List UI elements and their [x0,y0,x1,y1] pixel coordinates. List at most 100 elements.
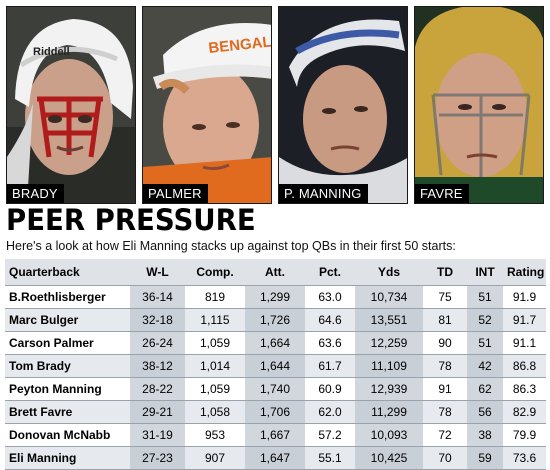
table-cell: 1,059 [185,377,245,401]
page-title: PEER PRESSURE [6,203,256,237]
column-header: Yds [355,259,423,286]
column-header: TD [423,259,467,286]
column-header: Comp. [185,259,245,286]
table-cell: 1,664 [245,331,305,355]
table-cell: 38 [467,423,503,447]
qb-name-cell: Eli Manning [5,446,130,470]
column-header: Quarterback [5,259,130,286]
table-cell: 75 [423,285,467,309]
table-cell: 1,644 [245,354,305,378]
table-cell: 1,014 [185,354,245,378]
qb-name-cell: Donovan McNabb [5,423,130,447]
photo-label: FAVRE [415,184,469,203]
table-cell: 91.1 [503,331,546,355]
table-row: B.Roethlisberger 36-14 819 1,299 63.0 10… [5,285,546,309]
table-cell: 78 [423,354,467,378]
photo-label: BRADY [7,184,64,203]
table-row: Eli Manning 27-23 907 1,647 55.1 10,425 … [5,446,546,470]
table-cell: 56 [467,400,503,424]
favre-headshot-image [415,7,543,203]
table-cell: 79.9 [503,423,546,447]
table-cell: 1,726 [245,308,305,332]
qb-name-cell: Peyton Manning [5,377,130,401]
photo-label: P. MANNING [279,184,368,203]
table-cell: 91.9 [503,285,546,309]
table-row: Donovan McNabb 31-19 953 1,667 57.2 10,0… [5,423,546,447]
brady-headshot-image: Riddell [7,7,135,203]
table-cell: 1,299 [245,285,305,309]
table-cell: 57.2 [305,423,355,447]
table-row: Peyton Manning 28-22 1,059 1,740 60.9 12… [5,377,546,401]
palmer-headshot-image: BENGALS [143,7,271,203]
table-cell: 63.6 [305,331,355,355]
table-cell: 86.3 [503,377,546,401]
table-cell: 78 [423,400,467,424]
photo-palmer: BENGALS PALMER [142,6,272,204]
photo-brady: Riddell BRADY [6,6,136,204]
table-cell: 28-22 [130,377,185,401]
photo-label: PALMER [143,184,208,203]
table-cell: 59 [467,446,503,470]
table-cell: 1,059 [185,331,245,355]
table-cell: 819 [185,285,245,309]
qb-name-cell: Brett Favre [5,400,130,424]
photo-p-manning: P. MANNING [278,6,408,204]
table-cell: 907 [185,446,245,470]
table-cell: 51 [467,285,503,309]
table-cell: 29-21 [130,400,185,424]
p-manning-headshot-image [279,7,407,203]
table-cell: 42 [467,354,503,378]
table-cell: 86.8 [503,354,546,378]
table-cell: 12,259 [355,331,423,355]
table-cell: 953 [185,423,245,447]
table-cell: 70 [423,446,467,470]
table-row: Tom Brady 38-12 1,014 1,644 61.7 11,109 … [5,354,546,378]
photo-favre: FAVRE [414,6,544,204]
table-cell: 26-24 [130,331,185,355]
table-cell: 27-23 [130,446,185,470]
headshot-strip: Riddell BRADY BENGALS PALMER [6,6,544,204]
page-subtitle: Here's a look at how Eli Manning stacks … [6,239,456,253]
table-cell: 72 [423,423,467,447]
table-cell: 36-14 [130,285,185,309]
table-cell: 52 [467,308,503,332]
table-cell: 13,551 [355,308,423,332]
table-cell: 10,734 [355,285,423,309]
table-cell: 1,647 [245,446,305,470]
table-cell: 81 [423,308,467,332]
table-cell: 63.0 [305,285,355,309]
column-header: INT [467,259,503,286]
table-cell: 60.9 [305,377,355,401]
table-cell: 62.0 [305,400,355,424]
table-cell: 31-19 [130,423,185,447]
table-cell: 12,939 [355,377,423,401]
table-cell: 91.7 [503,308,546,332]
table-cell: 91 [423,377,467,401]
table-cell: 55.1 [305,446,355,470]
table-cell: 64.6 [305,308,355,332]
table-row: Brett Favre 29-21 1,058 1,706 62.0 11,29… [5,400,546,424]
table-cell: 90 [423,331,467,355]
helmet-logo-text: Riddell [33,46,70,58]
qb-name-cell: Marc Bulger [5,308,130,332]
table-cell: 1,706 [245,400,305,424]
table-row: Marc Bulger 32-18 1,115 1,726 64.6 13,55… [5,308,546,332]
qb-stats-table: Quarterback W-L Comp. Att. Pct. Yds TD I… [5,259,546,470]
table-cell: 11,109 [355,354,423,378]
qb-name-cell: Tom Brady [5,354,130,378]
table-cell: 1,740 [245,377,305,401]
table-cell: 73.6 [503,446,546,470]
table-cell: 1,667 [245,423,305,447]
table-cell: 61.7 [305,354,355,378]
table-header-row: Quarterback W-L Comp. Att. Pct. Yds TD I… [5,259,546,286]
table-cell: 82.9 [503,400,546,424]
qb-name-cell: Carson Palmer [5,331,130,355]
table-cell: 62 [467,377,503,401]
table-cell: 1,115 [185,308,245,332]
table-cell: 10,425 [355,446,423,470]
table-row: Carson Palmer 26-24 1,059 1,664 63.6 12,… [5,331,546,355]
table-cell: 32-18 [130,308,185,332]
column-header: Pct. [305,259,355,286]
table-cell: 11,299 [355,400,423,424]
table-cell: 10,093 [355,423,423,447]
